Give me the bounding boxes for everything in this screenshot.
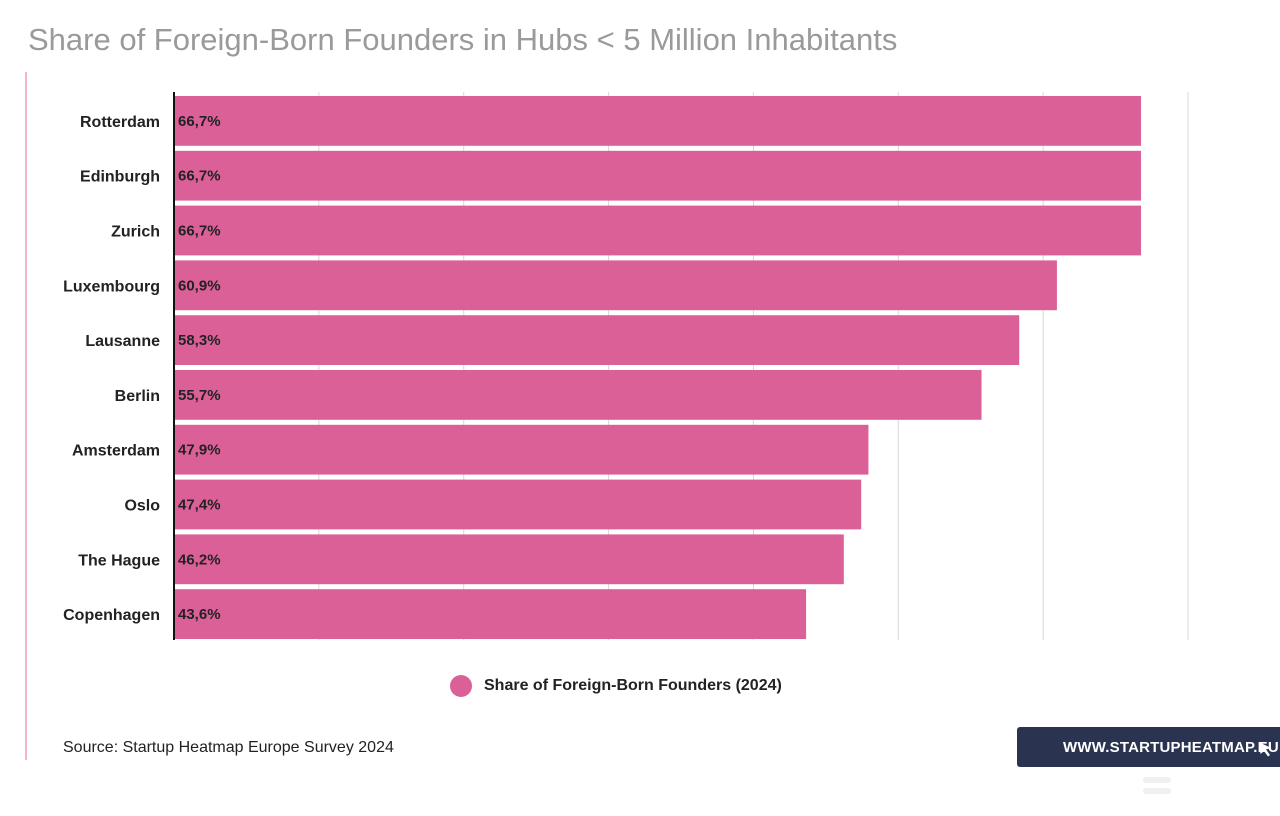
data-label: 66,7% xyxy=(178,113,221,130)
chart-title: Share of Foreign-Born Founders in Hubs <… xyxy=(28,22,898,57)
legend: Share of Foreign-Born Founders (2024) xyxy=(450,674,782,698)
category-label: Lausanne xyxy=(85,333,160,350)
data-label: 55,7% xyxy=(178,387,221,404)
category-label: Zurich xyxy=(111,224,160,241)
category-labels: Rotterdam Edinburgh Zurich Luxembourg Lausan… xyxy=(63,114,160,624)
data-label: 46,2% xyxy=(178,551,221,568)
category-label: Rotterdam xyxy=(80,114,160,131)
data-label: 66,7% xyxy=(178,168,221,185)
source-note: Source: Startup Heatmap Europe Survey 20… xyxy=(63,739,394,756)
bar xyxy=(174,534,844,585)
category-label: Copenhagen xyxy=(63,607,160,624)
bars: 66,7% 66,7% 66,7% 60,9% 58,3% 55,7% 47,9% 47,4%… xyxy=(174,96,1141,639)
bar xyxy=(174,370,982,420)
legend-swatch xyxy=(450,675,472,697)
legend-label: Share of Foreign-Born Founders (2024) xyxy=(484,677,782,694)
data-label: 58,3% xyxy=(178,332,221,349)
data-label: 43,6% xyxy=(178,606,221,623)
website-badge[interactable]: WWW.STARTUPHEATMAP.EU xyxy=(1017,727,1280,767)
category-label: Luxembourg xyxy=(63,278,160,295)
menu-icon[interactable] xyxy=(1143,777,1171,805)
accent-line xyxy=(25,72,27,760)
data-label: 47,9% xyxy=(178,442,221,459)
category-label: Berlin xyxy=(115,388,160,405)
category-label: Oslo xyxy=(124,498,160,515)
bar xyxy=(174,315,1020,365)
cursor-icon xyxy=(1259,742,1271,757)
bar xyxy=(174,150,1141,201)
data-label: 66,7% xyxy=(178,223,221,240)
bar xyxy=(174,479,862,530)
bar xyxy=(174,424,869,475)
category-label: The Hague xyxy=(78,552,160,569)
bar xyxy=(174,205,1141,256)
category-label: Edinburgh xyxy=(80,169,160,186)
data-label: 60,9% xyxy=(178,277,221,294)
data-label: 47,4% xyxy=(178,497,221,514)
category-label: Amsterdam xyxy=(72,443,160,460)
bar xyxy=(174,589,807,639)
bar xyxy=(174,260,1057,311)
bar xyxy=(174,96,1141,146)
website-link[interactable]: WWW.STARTUPHEATMAP.EU xyxy=(1063,738,1279,756)
